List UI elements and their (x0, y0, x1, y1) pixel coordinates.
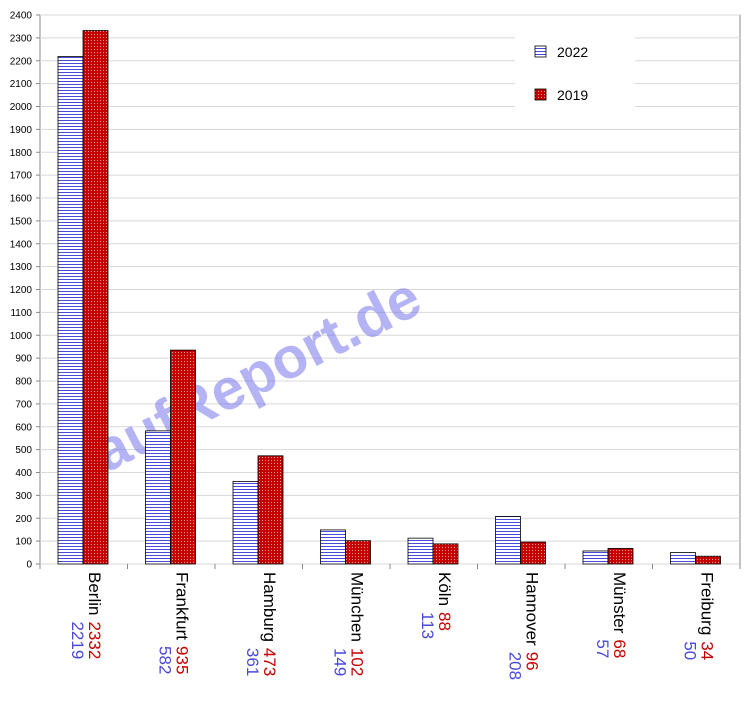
bar (145, 430, 171, 565)
value-label: 582 (156, 646, 175, 674)
value-label: 208 (506, 652, 525, 680)
bar (57, 56, 84, 565)
y-tick-label: 1000 (10, 331, 33, 342)
y-tick-label: 300 (15, 491, 32, 502)
legend-label: 2022 (557, 44, 588, 60)
y-tick-label: 1500 (10, 216, 33, 227)
y-tick-label: 1300 (10, 262, 33, 273)
bar (695, 555, 721, 565)
x-tick-label: München (348, 572, 367, 642)
y-tick-label: 2100 (10, 79, 33, 90)
value-label: 34 (698, 641, 717, 660)
value-label: 96 (523, 652, 542, 671)
bar (320, 529, 346, 565)
y-tick-label: 1600 (10, 194, 33, 205)
y-tick-label: 100 (15, 537, 32, 548)
bar (520, 541, 546, 565)
value-label: 68 (610, 639, 629, 658)
value-label: 102 (348, 648, 367, 676)
bar (607, 548, 634, 565)
legend-label: 2019 (557, 87, 588, 103)
y-tick-label: 800 (15, 377, 32, 388)
x-tick-label: Hannover (523, 572, 542, 646)
y-tick-label: 500 (15, 445, 32, 456)
bar (345, 540, 371, 565)
bar (670, 552, 696, 565)
y-tick-label: 1800 (10, 148, 33, 159)
bar (495, 516, 521, 565)
y-tick-label: 1400 (10, 239, 33, 250)
x-tick-label: Frankfurt (173, 572, 192, 640)
y-tick-label: 700 (15, 399, 32, 410)
value-label: 2332 (85, 621, 104, 659)
y-tick-label: 1900 (10, 125, 33, 136)
y-tick-label: 1200 (10, 285, 33, 296)
bar (432, 543, 459, 565)
bar (82, 30, 109, 565)
x-tick-label: Hamburg (260, 572, 279, 642)
value-label: 88 (435, 612, 454, 631)
bar (170, 349, 196, 565)
y-tick-label: 400 (15, 468, 32, 479)
value-label: 2219 (68, 621, 87, 659)
value-label: 361 (243, 648, 262, 676)
x-tick-label: Berlin (85, 572, 104, 615)
legend-swatch (534, 88, 547, 101)
y-tick-label: 1700 (10, 171, 33, 182)
y-tick-label: 2400 (10, 11, 33, 22)
bar (407, 537, 434, 565)
y-tick-label: 2300 (10, 33, 33, 44)
x-tick-label: Münster (610, 572, 629, 634)
x-tick-label: Freiburg (698, 572, 717, 635)
bar (232, 481, 259, 565)
y-tick-label: 600 (15, 422, 32, 433)
legend-swatch (534, 45, 547, 58)
y-tick-label: 2000 (10, 102, 33, 113)
value-label: 935 (173, 646, 192, 674)
y-tick-label: 1100 (10, 308, 32, 319)
y-tick-label: 0 (26, 560, 32, 571)
value-label: 473 (260, 648, 279, 676)
x-tick-label: Köln (435, 572, 454, 606)
value-label: 57 (593, 639, 612, 658)
value-label: 113 (418, 612, 437, 639)
bar (257, 455, 284, 565)
y-tick-label: 200 (15, 514, 32, 525)
y-tick-label: 2200 (10, 56, 33, 67)
y-tick-label: 900 (15, 354, 32, 365)
value-label: 149 (331, 648, 350, 676)
bar (582, 550, 609, 565)
value-label: 50 (681, 641, 700, 660)
